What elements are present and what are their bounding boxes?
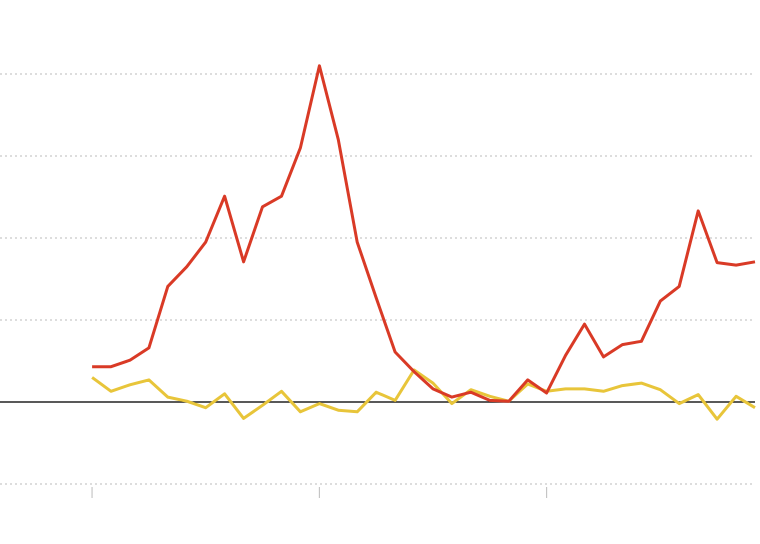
line-series (91, 368, 756, 421)
line-series (92, 64, 756, 403)
